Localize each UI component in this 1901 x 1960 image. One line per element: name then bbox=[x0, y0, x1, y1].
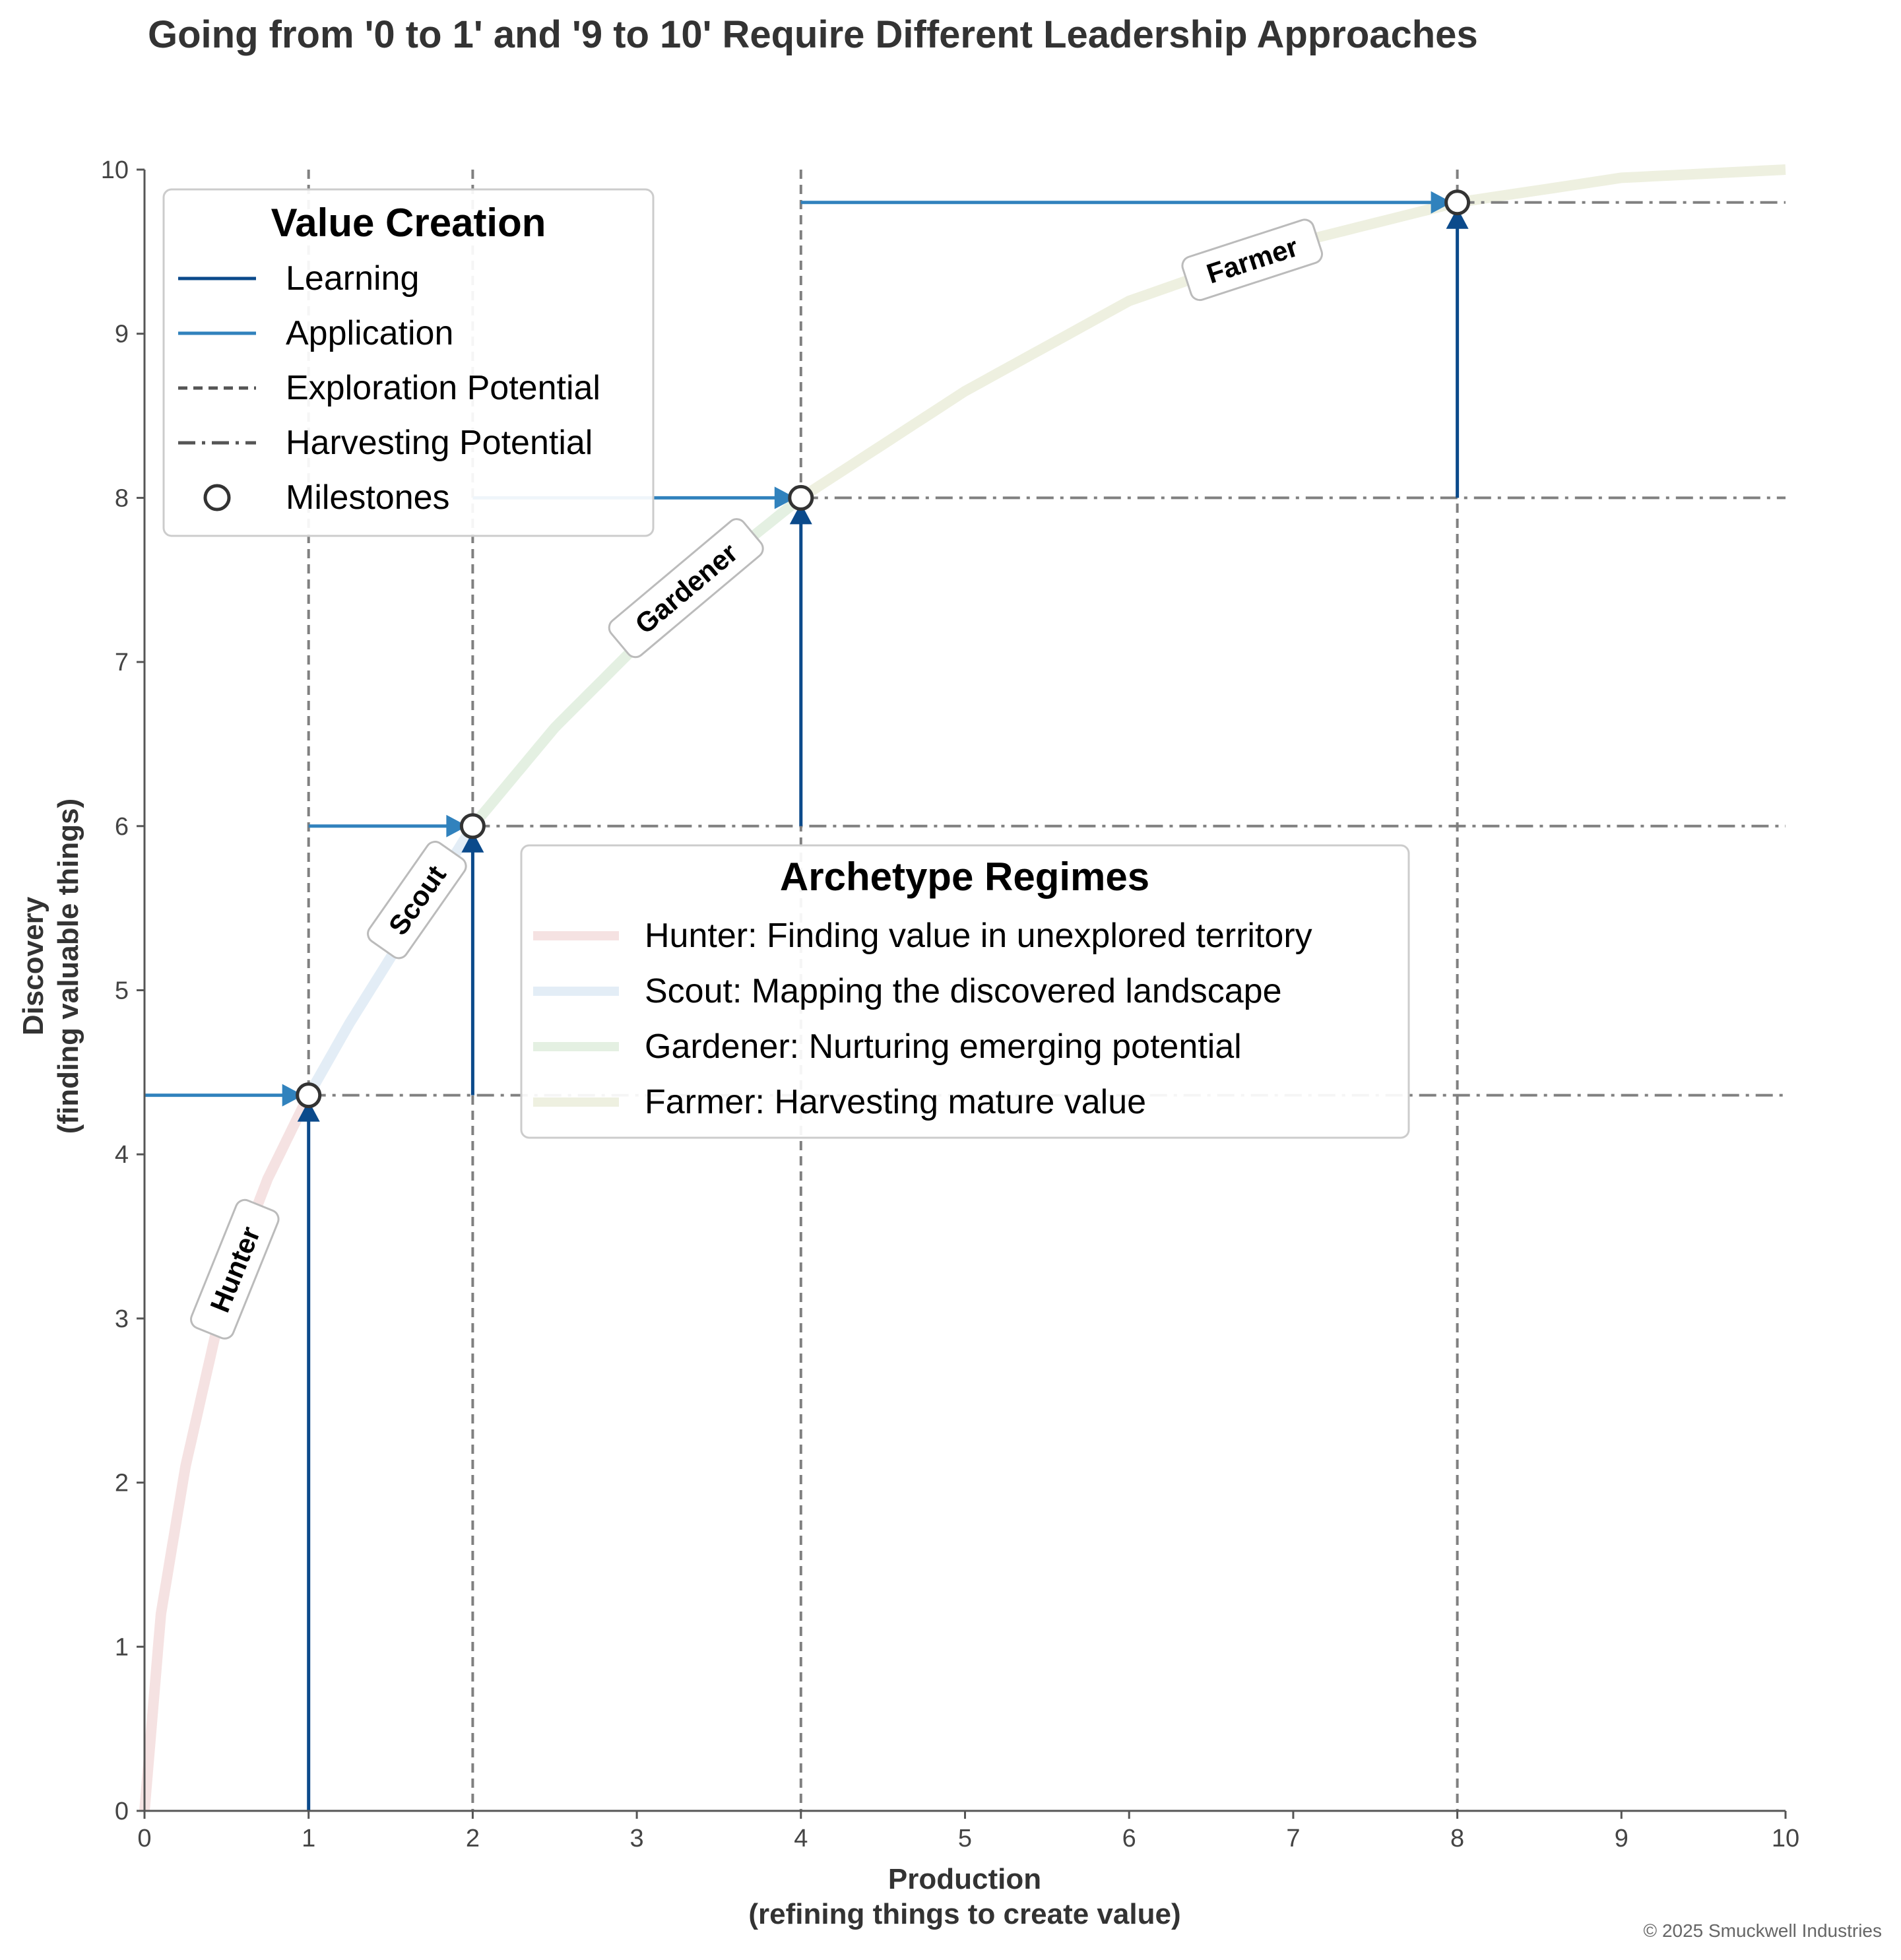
learning-arrowhead-3 bbox=[789, 503, 812, 525]
application-arrowhead-4 bbox=[1431, 191, 1452, 214]
learning-arrowhead-4 bbox=[1446, 207, 1469, 229]
x-axis-sublabel: (refining things to create value) bbox=[748, 1898, 1180, 1930]
milestone-marker-3 bbox=[788, 484, 814, 511]
x-tick-label-4: 4 bbox=[794, 1825, 808, 1852]
regime-label-gardener: Gardener bbox=[608, 518, 764, 659]
application-arrowhead-1 bbox=[282, 1084, 304, 1107]
legend-learning-label: Learning bbox=[286, 259, 419, 298]
value-creation-legend-title: Value Creation bbox=[271, 201, 546, 245]
arrows-layer bbox=[145, 191, 1469, 1811]
regime-label-hunter: Hunter bbox=[190, 1198, 280, 1340]
y-tick-label-3: 3 bbox=[115, 1305, 129, 1333]
y-tick-label-9: 9 bbox=[115, 321, 129, 348]
archetype-regimes-legend: Archetype Regimes Hunter: Finding value … bbox=[520, 844, 1410, 1139]
copyright-notice: © 2025 Smuckwell Industries bbox=[1644, 1920, 1882, 1941]
regime-label-box bbox=[367, 841, 467, 960]
legend-harvesting-potential-label: Harvesting Potential bbox=[286, 424, 593, 462]
y-tick-label-5: 5 bbox=[115, 977, 129, 1005]
y-tick-label-7: 7 bbox=[115, 649, 129, 676]
x-tick-label-6: 6 bbox=[1122, 1825, 1136, 1852]
regime-label-farmer: Farmer bbox=[1181, 218, 1324, 302]
milestone-marker-4 bbox=[1444, 189, 1471, 216]
regime-label-box bbox=[608, 518, 764, 659]
y-tick-label-0: 0 bbox=[115, 1798, 129, 1825]
x-axis-label: Production bbox=[888, 1863, 1041, 1895]
legend-regime-farmer-label: Farmer: Harvesting mature value bbox=[645, 1083, 1146, 1121]
learning-arrowhead-2 bbox=[461, 831, 484, 853]
x-tick-label-2: 2 bbox=[466, 1825, 480, 1852]
legend-regime-hunter-label: Hunter: Finding value in unexplored terr… bbox=[645, 917, 1312, 955]
x-tick-label-3: 3 bbox=[630, 1825, 644, 1852]
milestone-marker-2 bbox=[459, 813, 486, 839]
legend-milestones-label: Milestones bbox=[286, 478, 450, 517]
x-tick-label-0: 0 bbox=[137, 1825, 151, 1852]
legend-regime-scout-label: Scout: Mapping the discovered landscape bbox=[645, 972, 1282, 1010]
learning-arrowhead-1 bbox=[297, 1100, 320, 1122]
regime-curve-farmer bbox=[798, 164, 1786, 503]
y-axis-label: Discovery bbox=[17, 896, 49, 1035]
value-creation-legend-box bbox=[162, 188, 655, 537]
x-tick-label-5: 5 bbox=[958, 1825, 972, 1852]
y-tick-label-8: 8 bbox=[115, 484, 129, 512]
regime-label-box bbox=[190, 1198, 280, 1340]
x-tick-label-1: 1 bbox=[302, 1825, 315, 1852]
value-creation-legend: Value Creation Learning Application Explor… bbox=[162, 188, 655, 537]
x-tick-label-8: 8 bbox=[1450, 1825, 1464, 1852]
y-tick-label-4: 4 bbox=[115, 1141, 129, 1169]
regime-label-text: Gardener bbox=[629, 537, 743, 640]
x-tick-label-7: 7 bbox=[1286, 1825, 1300, 1852]
application-arrowhead-3 bbox=[774, 486, 796, 509]
application-arrowhead-2 bbox=[446, 814, 468, 837]
x-tick-label-9: 9 bbox=[1615, 1825, 1628, 1852]
legend-application-label: Application bbox=[286, 314, 453, 352]
regime-curve-hunter bbox=[139, 1093, 313, 1812]
axis-titles: Production (refining things to create va… bbox=[17, 799, 1181, 1930]
y-tick-label-2: 2 bbox=[115, 1470, 129, 1497]
y-tick-label-10: 10 bbox=[101, 156, 129, 184]
regime-label-box bbox=[1181, 218, 1324, 302]
y-tick-label-6: 6 bbox=[115, 813, 129, 841]
milestone-marker-1 bbox=[296, 1082, 322, 1109]
y-axis-sublabel: (finding valuable things) bbox=[52, 799, 84, 1134]
axes: 0 1 2 3 4 5 6 7 8 9 10 0 1 2 3 4 5 6 7 8 9 10 bbox=[101, 156, 1799, 1852]
chart-title: Going from '0 to 1' and '9 to 10' Requir… bbox=[148, 13, 1478, 56]
x-tick-label-10: 10 bbox=[1772, 1825, 1799, 1852]
legend-regime-gardener-label: Gardener: Nurturing emerging potential bbox=[645, 1028, 1242, 1066]
milestones-layer bbox=[296, 189, 1471, 1109]
archetype-regimes-legend-title: Archetype Regimes bbox=[780, 855, 1149, 899]
legend-milestones-swatch bbox=[203, 484, 231, 511]
archetype-regimes-legend-box bbox=[520, 844, 1410, 1139]
y-tick-label-1: 1 bbox=[115, 1633, 129, 1661]
regime-label-scout: Scout bbox=[367, 841, 467, 960]
legend-exploration-potential-label: Exploration Potential bbox=[286, 369, 600, 407]
